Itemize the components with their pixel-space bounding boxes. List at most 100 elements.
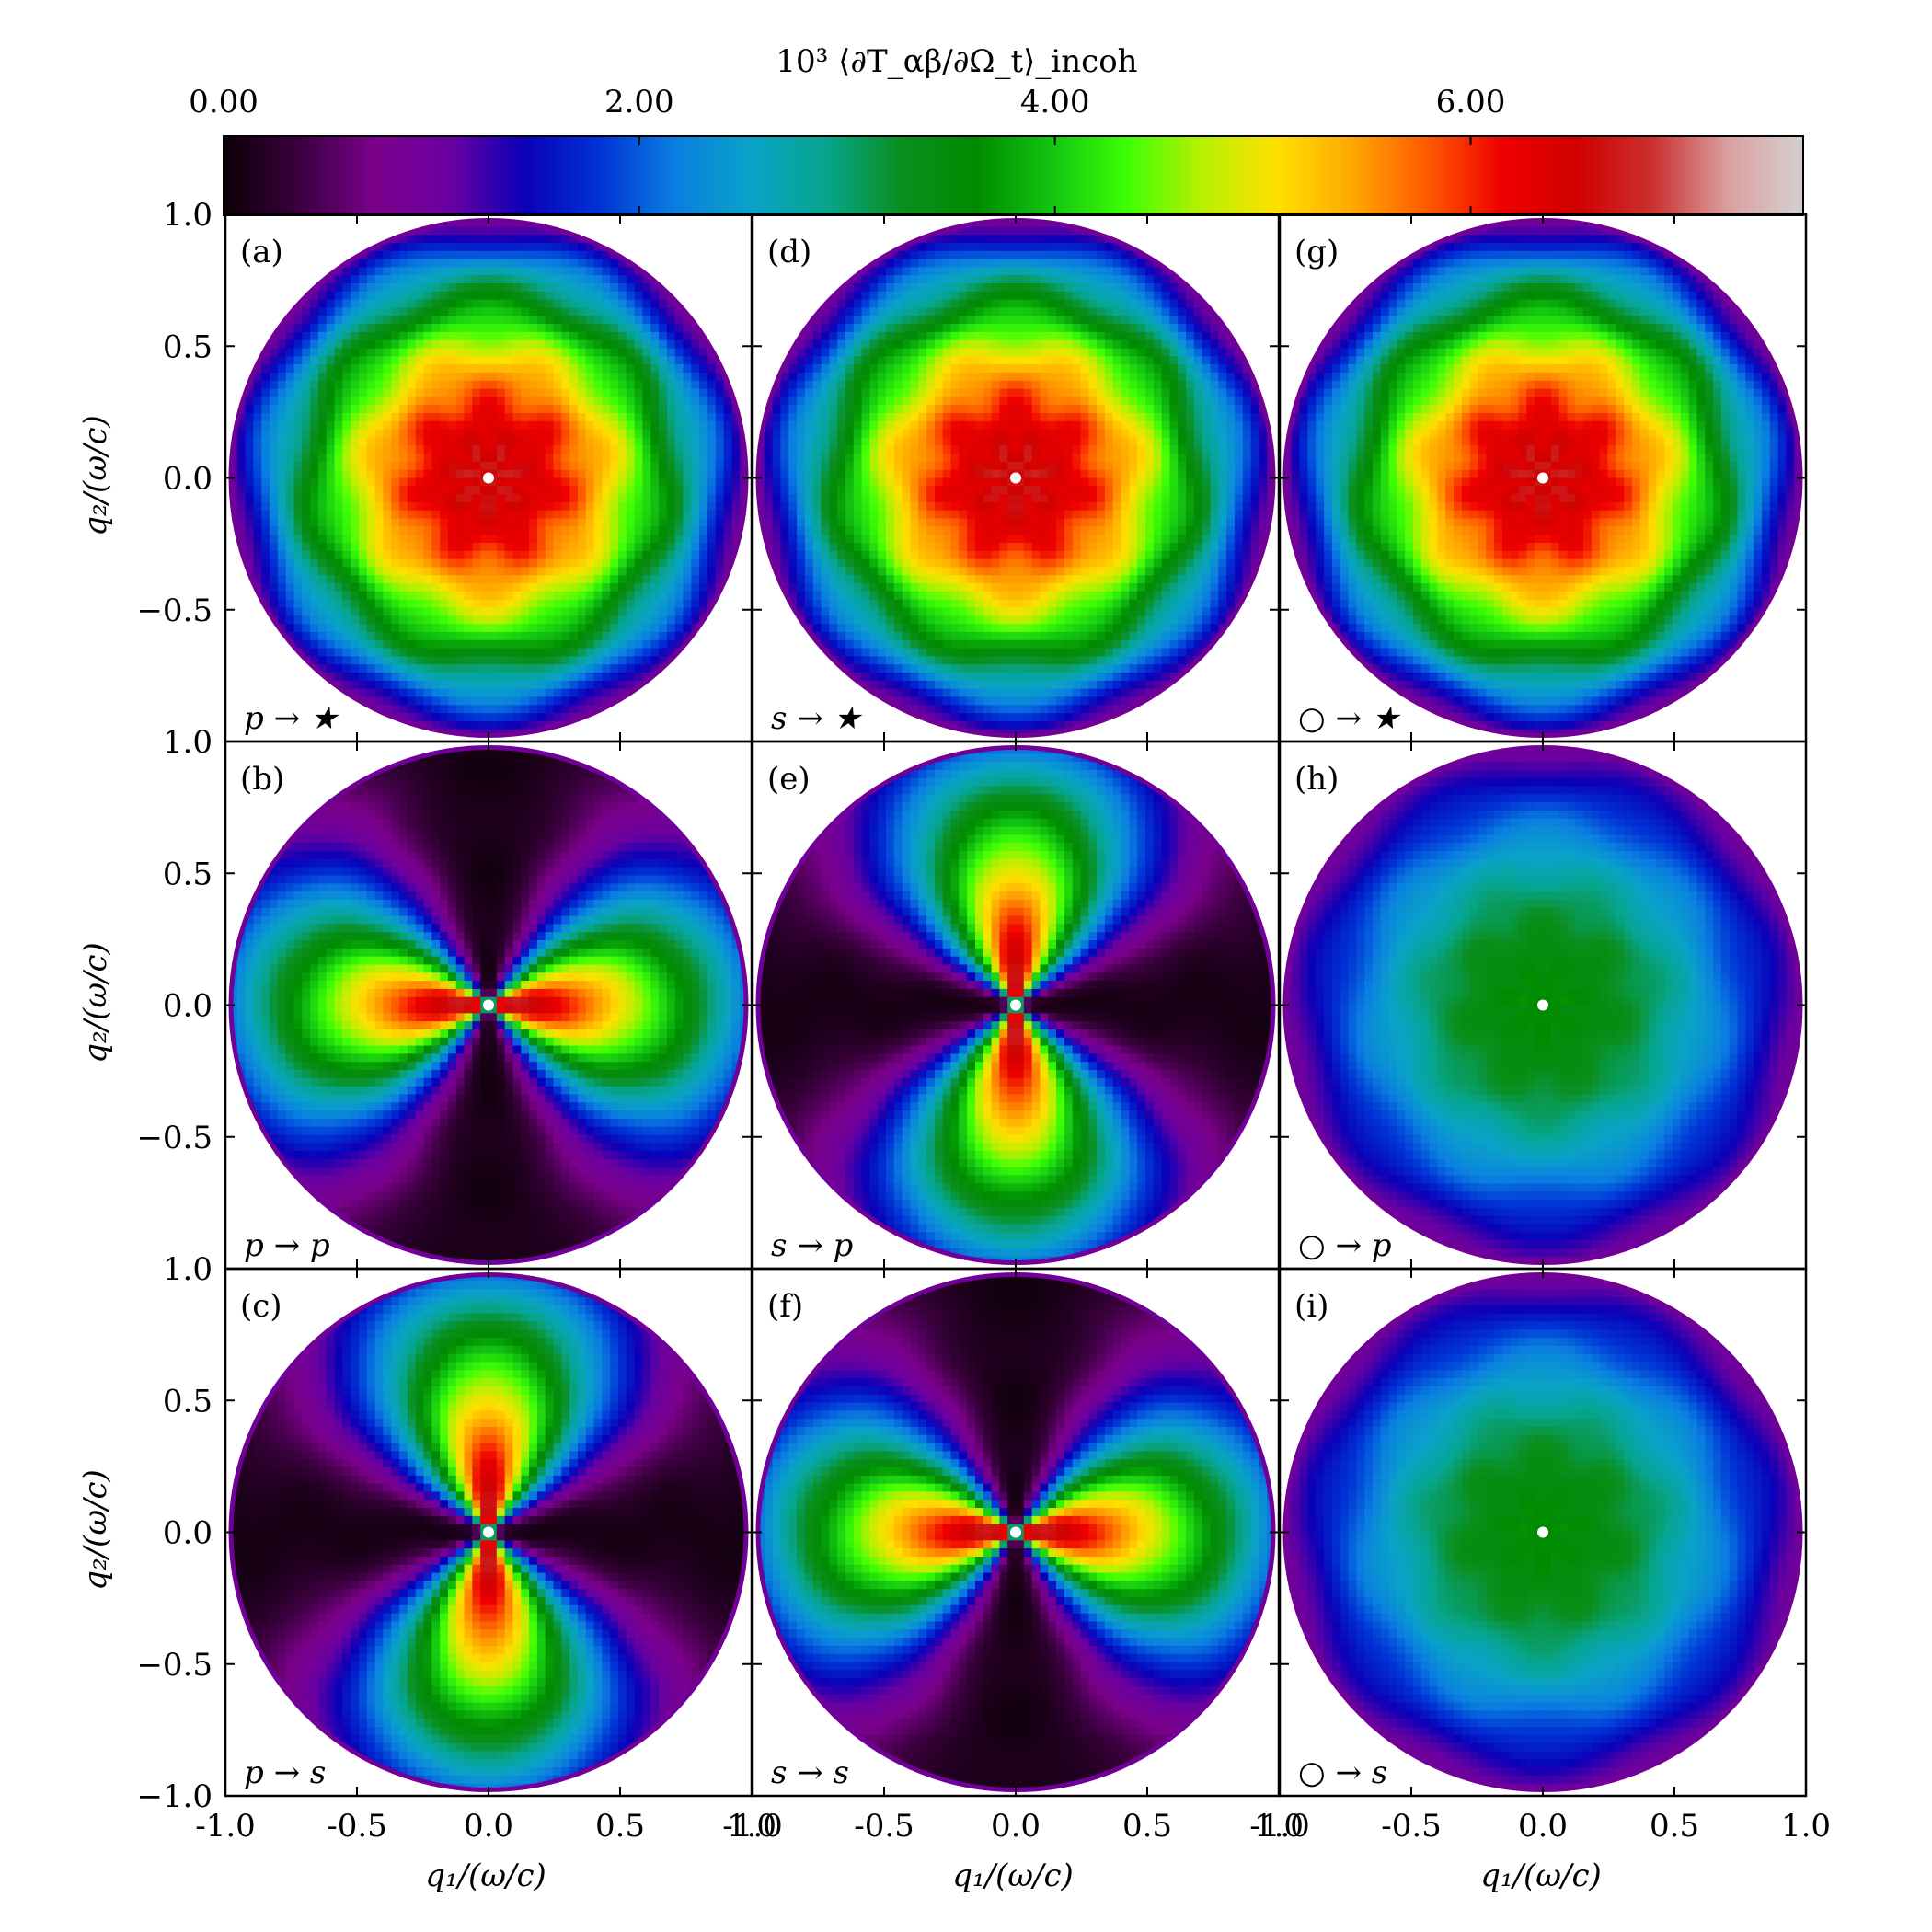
heatmap-cell: [691, 348, 700, 357]
heatmap-cell: [270, 550, 279, 560]
heatmap-cell: [489, 591, 498, 601]
heatmap-cell: [310, 907, 319, 917]
heatmap-cell: [326, 543, 336, 552]
heatmap-cell: [391, 420, 400, 431]
heatmap-cell: [334, 405, 343, 414]
heatmap-cell: [342, 535, 351, 544]
heatmap-cell: [577, 242, 587, 252]
heatmap-cell: [431, 275, 441, 284]
heatmap-cell: [351, 275, 360, 284]
heatmap-cell: [455, 802, 466, 811]
heatmap-cell: [642, 607, 651, 616]
heatmap-cell: [626, 461, 636, 471]
heatmap-cell: [285, 615, 295, 625]
heatmap-cell: [374, 429, 385, 439]
heatmap-cell: [366, 299, 376, 309]
heatmap-cell: [407, 267, 417, 276]
heatmap-cell: [270, 397, 279, 406]
heatmap-cell: [440, 445, 449, 454]
heatmap-cell: [342, 1086, 351, 1096]
heatmap-cell: [326, 535, 336, 544]
heatmap-cell: [342, 1094, 351, 1103]
heatmap-cell: [569, 664, 579, 673]
heatmap-cell: [521, 486, 530, 495]
heatmap-cell: [561, 648, 570, 657]
heatmap-cell: [326, 339, 336, 350]
heatmap-cell: [293, 615, 303, 625]
heatmap-cell: [666, 526, 676, 535]
heatmap-cell: [447, 883, 457, 892]
heatmap-cell: [536, 364, 546, 374]
heatmap-cell: [366, 924, 376, 933]
heatmap-cell: [610, 275, 619, 284]
heatmap-cell: [610, 259, 619, 268]
heatmap-cell: [618, 550, 627, 560]
heatmap-cell: [593, 348, 603, 357]
heatmap-cell: [407, 867, 417, 877]
heatmap-cell: [496, 705, 506, 714]
heatmap-cell: [270, 915, 279, 925]
heatmap-cell: [440, 510, 449, 520]
heatmap-cell: [659, 420, 668, 431]
heatmap-cell: [634, 526, 644, 535]
heatmap-cell: [455, 1151, 466, 1160]
heatmap-cell: [326, 1215, 336, 1225]
heatmap-cell: [285, 397, 295, 406]
heatmap-cell: [359, 1045, 368, 1054]
heatmap-cell: [561, 526, 570, 535]
heatmap-cell: [496, 624, 506, 633]
heatmap-cell: [431, 664, 441, 673]
heatmap-cell: [351, 1151, 360, 1160]
heatmap-cell: [723, 461, 732, 471]
heatmap-cell: [374, 826, 385, 836]
heatmap-cell: [447, 1086, 457, 1096]
heatmap-cell: [610, 461, 619, 471]
heatmap-cell: [407, 469, 417, 479]
heatmap-cell: [415, 1232, 425, 1241]
heatmap-cell: [383, 858, 392, 868]
heatmap-cell: [650, 494, 660, 503]
heatmap-cell: [626, 364, 636, 374]
heatmap-cell: [455, 291, 466, 301]
heatmap-cell: [359, 680, 368, 690]
heatmap-cell: [334, 624, 343, 633]
heatmap-cell: [585, 283, 595, 293]
heatmap-cell: [553, 624, 562, 633]
heatmap-cell: [383, 1167, 392, 1177]
heatmap-cell: [521, 283, 530, 293]
heatmap-cell: [399, 899, 408, 909]
heatmap-cell: [277, 454, 287, 463]
heatmap-cell: [415, 469, 425, 479]
heatmap-cell: [407, 494, 417, 503]
heatmap-cell: [447, 1240, 457, 1249]
heatmap-cell: [545, 235, 555, 244]
heatmap-cell: [602, 624, 611, 633]
heatmap-cell: [383, 558, 392, 569]
heatmap-cell: [455, 648, 466, 657]
heatmap-cell: [585, 656, 595, 665]
heatmap-cell: [464, 777, 473, 788]
heatmap-cell: [593, 283, 603, 293]
heatmap-cell: [277, 558, 287, 569]
heatmap-cell: [715, 437, 725, 446]
heatmap-cell: [415, 591, 425, 601]
heatmap-cell: [496, 267, 506, 276]
heatmap-cell: [415, 388, 425, 397]
heatmap-cell: [351, 550, 360, 560]
heatmap-cell: [569, 550, 579, 560]
heatmap-cell: [374, 494, 385, 503]
heatmap-cell: [455, 818, 466, 828]
heatmap-cell: [245, 461, 255, 471]
heatmap-cell: [407, 316, 417, 325]
heatmap-cell: [440, 843, 449, 852]
heatmap-cell: [407, 745, 417, 754]
heatmap-cell: [270, 518, 279, 527]
heatmap-cell: [455, 615, 466, 625]
heatmap-cell: [536, 242, 546, 252]
heatmap-cell: [431, 786, 441, 795]
heatmap-cell: [399, 339, 408, 350]
heatmap-cell: [545, 364, 555, 374]
heatmap-cell: [521, 501, 530, 512]
heatmap-cell: [285, 875, 295, 884]
heatmap-cell: [512, 688, 522, 698]
